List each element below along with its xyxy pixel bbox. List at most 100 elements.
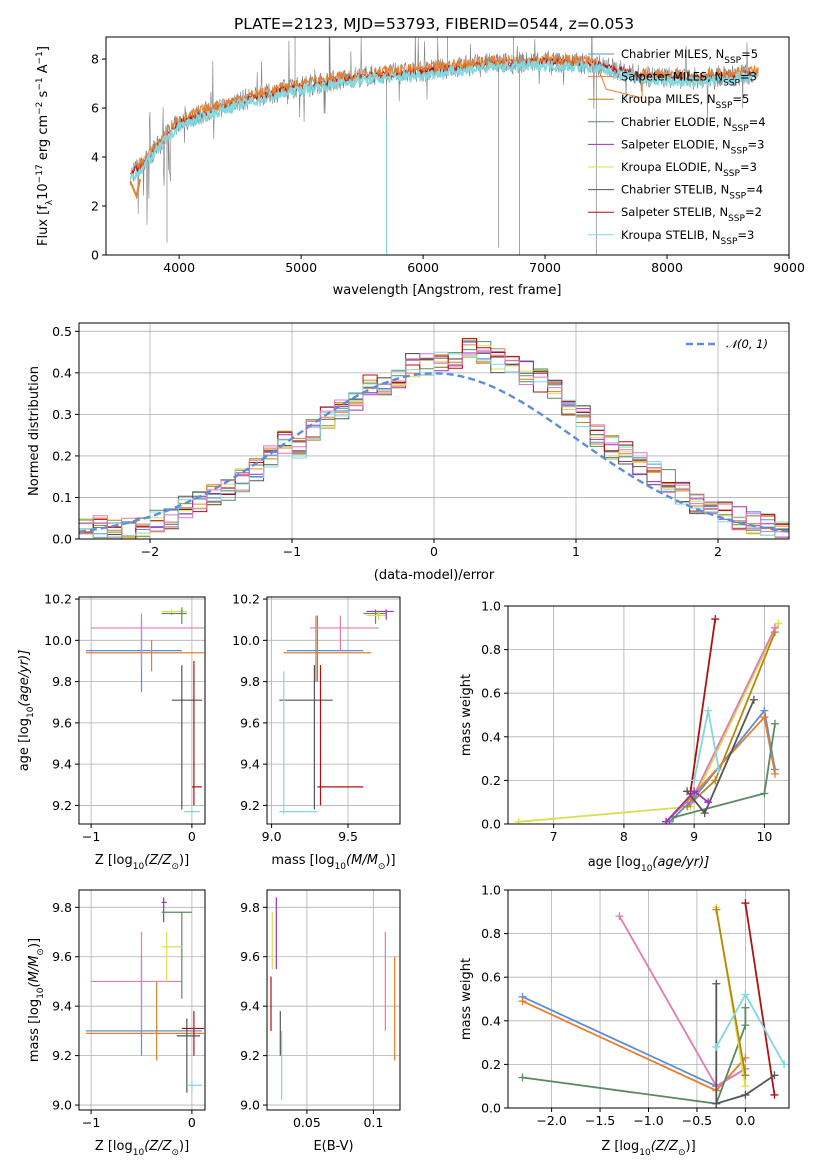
y-tick-label: 2 xyxy=(91,199,99,214)
x-tick-label: −1 xyxy=(82,829,100,844)
x-tick-label: 7000 xyxy=(529,260,561,275)
label-part: −2 xyxy=(35,102,45,115)
label-part: 10 xyxy=(36,987,46,999)
y-tick-label: 9.8 xyxy=(52,674,72,689)
y-tick-label: 0.1 xyxy=(52,490,72,505)
plot-area xyxy=(508,890,789,1108)
weight-marker xyxy=(760,713,769,722)
x-tick-label: 0.0 xyxy=(735,1113,755,1128)
legend-entry: Chabrier ELODIE, NSSP=4 xyxy=(621,115,766,134)
weight-marker xyxy=(741,1071,750,1080)
y-tick-label: 9.4 xyxy=(52,757,72,772)
weight-marker xyxy=(780,1060,789,1069)
weight-marker xyxy=(770,623,779,632)
figure-title: PLATE=2123, MJD=53793, FIBERID=0544, z=0… xyxy=(234,15,634,33)
weight-marker xyxy=(712,1042,721,1051)
weight-marker xyxy=(711,615,720,624)
x-tick-label: 4000 xyxy=(163,260,195,275)
axes-frame xyxy=(105,36,790,256)
weight-marker xyxy=(770,1090,779,1099)
x-tick-label: 9.5 xyxy=(338,829,358,844)
axes-frame xyxy=(78,596,206,825)
label-part: s xyxy=(36,90,51,101)
label-part: )] xyxy=(179,853,189,868)
x-tick-label: 6000 xyxy=(407,260,439,275)
y-tick-label: 0.2 xyxy=(52,448,72,463)
y-tick-label: 9.0 xyxy=(52,1098,72,1113)
x-tick-label: 10 xyxy=(756,829,772,844)
y-tick-label: 9.6 xyxy=(240,949,260,964)
panel-age-vs-Z: −1 09.29.49.69.810.010.2Z [log10(Z/Z⊙)]ag… xyxy=(17,592,206,872)
weight-series xyxy=(715,909,747,1076)
label-part: SSP xyxy=(723,169,740,179)
label-part: 10 xyxy=(133,862,145,872)
weight-marker xyxy=(774,619,783,628)
plot-area xyxy=(129,37,760,255)
y-tick-label: 0.8 xyxy=(481,642,501,657)
label-part: (Z/Z xyxy=(651,1139,679,1154)
weight-marker xyxy=(514,817,523,824)
y-tick-label: 0.2 xyxy=(481,1057,501,1072)
panel-weight-vs-Z: −2.0 −1.5 −1.0 −0.5 0.0 0.0 0.2 0.4 0.6 0.8 1.0 Z [… xyxy=(459,883,790,1158)
y-tick-label: 0.8 xyxy=(481,926,501,941)
label-part: ⊙ xyxy=(171,862,179,872)
weight-series xyxy=(518,623,780,823)
weight-series xyxy=(689,627,776,803)
x-tick-label: 0 xyxy=(430,544,438,559)
y-axis-label: age [log10(age/yr)] xyxy=(17,650,36,772)
label-part: Salpeter MILES, N xyxy=(621,70,723,84)
label-part: =3 xyxy=(740,160,757,174)
label-part: SSP xyxy=(721,237,738,247)
label-part: mass [log xyxy=(271,853,334,868)
x-tick-label: −1 xyxy=(82,1115,100,1130)
panel-mass-vs-Z: −1 09.09.29.49.69.8Z [log10(Z/Z⊙)]mass [l… xyxy=(27,889,206,1158)
y-tick-label: 1.0 xyxy=(481,599,501,614)
weight-marker xyxy=(770,719,779,728)
plot-area xyxy=(79,323,789,539)
weight-marker xyxy=(712,979,721,988)
residual-histogram xyxy=(79,349,789,539)
x-tick-label: 0 xyxy=(188,829,196,844)
label-part: λ xyxy=(45,199,55,205)
weight-marker xyxy=(749,695,758,704)
y-tick-label: 0.0 xyxy=(52,532,72,547)
y-tick-label: 0.4 xyxy=(52,365,72,380)
label-part: =5 xyxy=(732,92,749,106)
label-part: Chabrier MILES, N xyxy=(621,47,724,61)
x-tick-label: −0.5 xyxy=(682,1113,712,1128)
legend-entry: Chabrier STELIB, NSSP=4 xyxy=(621,183,763,202)
x-tick-label: 0.05 xyxy=(293,1115,321,1130)
label-part: =3 xyxy=(737,228,754,242)
y-axis-label: Normed distribution xyxy=(27,366,42,496)
x-tick-label: 9 xyxy=(690,829,698,844)
label-part: SSP xyxy=(724,56,741,66)
y-tick-label: 1.0 xyxy=(481,883,501,898)
label-part: )] xyxy=(27,938,42,948)
label-part: Z [log xyxy=(95,1139,133,1154)
axes-frame xyxy=(507,605,790,825)
label-part: ⊙ xyxy=(678,1148,686,1158)
x-axis-label: Z [log10(Z/Z⊙)] xyxy=(601,1139,695,1158)
legend-entry: Kroupa ELODIE, NSSP=3 xyxy=(621,160,757,179)
label-part: Chabrier STELIB, N xyxy=(621,183,729,197)
weight-marker xyxy=(711,776,720,785)
y-tick-label: 10.2 xyxy=(44,592,72,607)
y-tick-label: 0 xyxy=(91,248,99,263)
label-part: )] xyxy=(385,853,395,868)
label-part: age [log xyxy=(17,718,32,771)
x-tick-label: 9.0 xyxy=(262,829,282,844)
label-part: ⊙ xyxy=(378,862,386,872)
y-tick-label: 9.4 xyxy=(240,999,260,1014)
weight-series xyxy=(522,995,746,1088)
legend-entry: 𝒩(0, 1) xyxy=(726,337,768,351)
y-tick-label: 0.6 xyxy=(481,686,501,701)
y-tick-label: 8 xyxy=(91,52,99,67)
label-part: Kroupa MILES, N xyxy=(621,92,716,106)
weight-marker xyxy=(615,912,624,921)
label-part: Kroupa ELODIE, N xyxy=(621,160,723,174)
x-tick-label: 7 xyxy=(550,829,558,844)
label-part: SSP xyxy=(716,101,733,111)
y-tick-label: 0.4 xyxy=(481,1013,501,1028)
label-part: 10 xyxy=(639,1148,651,1158)
